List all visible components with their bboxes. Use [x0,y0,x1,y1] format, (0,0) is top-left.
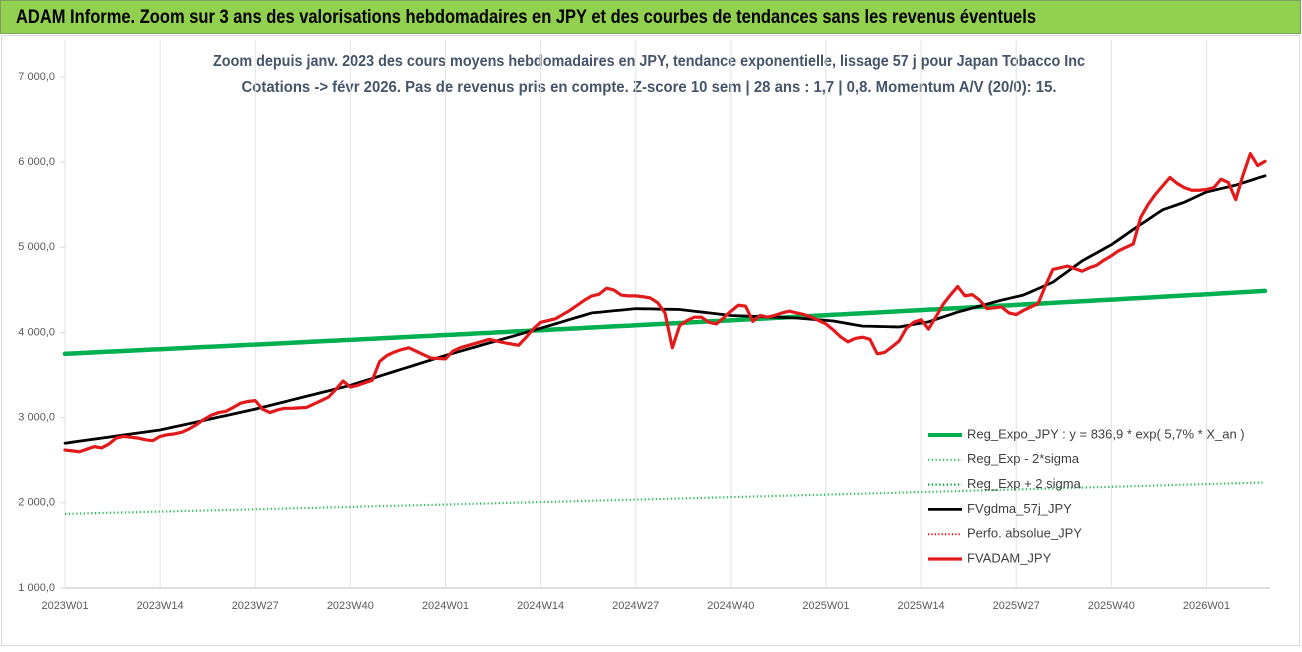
chart-subtitle: Cotations -> févr 2026. Pas de revenus p… [242,79,1057,96]
y-tick-label: 1 000,0 [18,582,55,594]
x-tick-label: 2025W01 [802,600,849,612]
legend-label: Reg_Exp + 2 sigma [967,476,1082,491]
legend-label: FVgdma_57j_JPY [967,501,1072,516]
x-tick-label: 2023W14 [137,600,184,612]
x-tick-label: 2023W01 [41,600,88,612]
legend-label: Reg_Expo_JPY : y = 836,9 * exp( 5,7% * X… [967,426,1245,441]
y-tick-label: 6 000,0 [18,156,55,168]
y-tick-label: 2 000,0 [18,497,55,509]
x-tick-label: 2024W27 [612,600,659,612]
x-tick-label: 2025W40 [1088,600,1135,612]
y-tick-label: 3 000,0 [18,412,55,424]
y-tick-label: 7 000,0 [18,71,55,83]
series-line [63,152,1267,454]
x-tick-label: 2023W40 [327,600,374,612]
x-tick-label: 2024W01 [422,600,469,612]
header-bar [0,0,1301,34]
legend-label: Reg_Exp - 2*sigma [967,451,1080,466]
x-tick-label: 2026W01 [1183,600,1230,612]
legend-label: FVADAM_JPY [967,550,1052,565]
x-tick-label: 2024W14 [517,600,564,612]
legend-label: Perfo. absolue_JPY [967,526,1082,541]
y-tick-label: 4 000,0 [18,326,55,338]
y-tick-label: 5 000,0 [18,241,55,253]
series-line [62,288,1268,357]
x-tick-label: 2024W40 [707,600,754,612]
x-tick-label: 2023W27 [232,600,279,612]
series-line [63,174,1267,445]
page-title: ADAM Informe. Zoom sur 3 ans des valoris… [16,7,1036,28]
x-tick-label: 2025W27 [993,600,1040,612]
chart-title: Zoom depuis janv. 2023 des cours moyens … [213,53,1085,70]
chart-border [1,35,1300,646]
x-tick-label: 2025W14 [898,600,945,612]
